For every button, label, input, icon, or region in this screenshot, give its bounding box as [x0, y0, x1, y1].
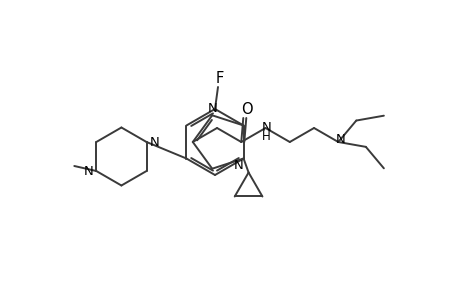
Text: F: F	[215, 70, 224, 86]
Text: N: N	[149, 136, 159, 148]
Text: N: N	[207, 102, 217, 115]
Text: N: N	[233, 159, 243, 172]
Text: N: N	[83, 164, 93, 178]
Text: N: N	[261, 121, 271, 134]
Text: O: O	[241, 101, 252, 116]
Text: H: H	[262, 130, 270, 142]
Text: N: N	[335, 133, 344, 146]
